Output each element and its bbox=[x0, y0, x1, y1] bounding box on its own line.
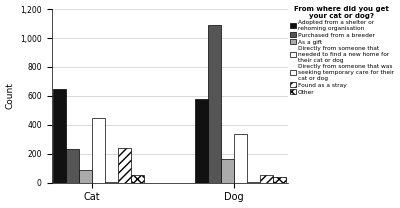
Bar bbox=[221, 159, 234, 183]
Bar bbox=[195, 99, 208, 183]
Bar bbox=[234, 134, 247, 183]
Bar bbox=[66, 149, 79, 183]
Bar bbox=[260, 175, 273, 183]
Bar bbox=[247, 182, 260, 183]
Legend: Adopted from a shelter or
rehoming organisation, Purchased from a breeder, As a : Adopted from a shelter or rehoming organ… bbox=[290, 6, 394, 94]
Y-axis label: Count: Count bbox=[6, 82, 14, 109]
Bar bbox=[208, 25, 221, 183]
Bar bbox=[79, 170, 92, 183]
Bar bbox=[273, 177, 286, 183]
Bar bbox=[118, 148, 131, 183]
Bar bbox=[92, 118, 105, 183]
Bar bbox=[53, 89, 66, 183]
Bar bbox=[105, 182, 118, 183]
Bar bbox=[131, 175, 144, 183]
